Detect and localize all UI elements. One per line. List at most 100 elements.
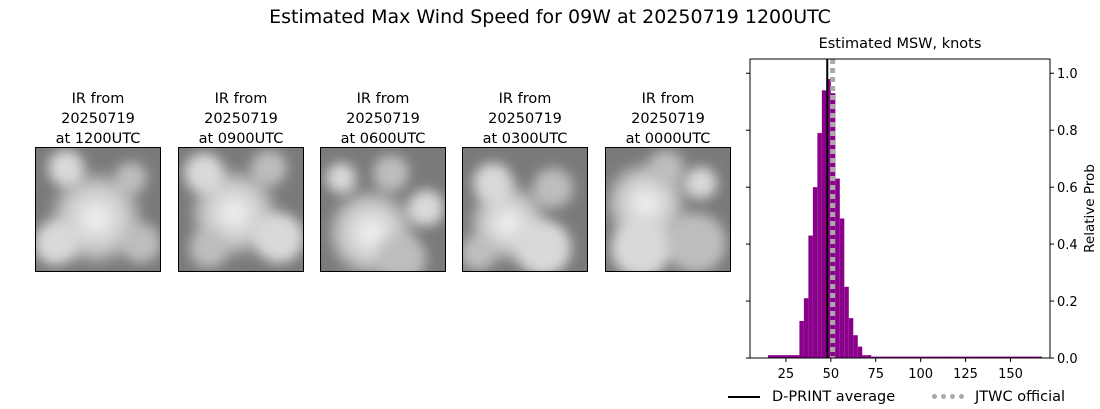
y-tick-label: 0.4 (1057, 238, 1078, 253)
legend-label-jtwc: JTWC official (975, 389, 1066, 405)
ir-caption-line1: IR from (214, 91, 268, 107)
histogram-bar (799, 320, 804, 358)
histogram-bar (781, 355, 786, 358)
y-axis-label: Relative Prob (1082, 164, 1098, 253)
ir-caption-line3: at 0000UTC (625, 131, 711, 147)
histogram-bar (934, 356, 939, 358)
histogram-bar (1010, 356, 1015, 358)
histogram-bar (772, 355, 777, 358)
histogram-bar (767, 355, 773, 358)
legend-label-dprint: D-PRINT average (772, 389, 896, 405)
ir-caption-line3: at 0900UTC (198, 131, 284, 147)
histogram-bar (880, 356, 885, 358)
legend-swatch-dprint (728, 396, 760, 398)
histogram-bar (862, 355, 867, 358)
histogram-bar (776, 355, 782, 358)
ir-caption-line3: at 1200UTC (55, 131, 141, 147)
satellite-ir-image (178, 147, 304, 272)
histogram-bar (889, 356, 894, 358)
histogram-bar (916, 356, 921, 358)
histogram-bar (1037, 356, 1042, 358)
x-tick-label: 50 (823, 367, 840, 382)
plot-frame (749, 58, 1051, 359)
histogram-bar (1019, 356, 1024, 358)
satellite-ir-image (320, 147, 446, 272)
histogram-bar (844, 286, 849, 358)
histogram-bar (907, 356, 912, 358)
histogram-bar (1028, 356, 1033, 358)
histogram-bar (821, 90, 827, 359)
ir-caption: IR from 20250719 at 1200UTC (25, 89, 171, 149)
ir-caption-line2: 20250719 (631, 111, 705, 127)
histogram-bar (866, 355, 872, 358)
histogram-bar (826, 78, 831, 358)
ir-caption-line1: IR from (498, 91, 552, 107)
histogram-bar (785, 355, 791, 358)
histogram-bar (790, 355, 795, 358)
histogram-bar (871, 356, 876, 358)
x-tick-label: 100 (908, 367, 933, 382)
histogram-bar (794, 355, 800, 358)
histogram-bar (1032, 356, 1038, 358)
satellite-ir-image (35, 147, 161, 272)
histogram-bar (974, 356, 980, 358)
ir-caption: IR from 20250719 at 0300UTC (452, 89, 598, 149)
ir-caption-line2: 20250719 (204, 111, 278, 127)
histogram-bar (893, 356, 899, 358)
histogram-bar (988, 356, 993, 358)
legend-swatch-jtwc (932, 394, 964, 399)
x-tick-label: 125 (953, 367, 978, 382)
y-tick-label: 0.0 (1057, 352, 1078, 367)
histogram-bar (961, 356, 966, 358)
ir-caption-line3: at 0300UTC (482, 131, 568, 147)
legend: D-PRINT average JTWC official (722, 386, 1094, 408)
y-tick-label: 1.0 (1057, 67, 1078, 82)
histogram-bar (835, 178, 840, 358)
histogram-bar (808, 235, 813, 358)
histogram-bar (853, 335, 858, 358)
histogram-bar (898, 356, 903, 358)
ir-caption-line2: 20250719 (346, 111, 420, 127)
histogram-bar (979, 356, 984, 358)
histogram-bar (925, 356, 930, 358)
histogram-bar (812, 187, 818, 358)
histogram-bar (929, 356, 935, 358)
histogram-bar (884, 356, 890, 358)
histogram-bar (943, 356, 948, 358)
x-tick-label: 25 (778, 367, 795, 382)
ir-caption: IR from 20250719 at 0600UTC (310, 89, 456, 149)
histogram-bar (1014, 356, 1020, 358)
histogram-bar (817, 133, 822, 358)
x-tick-label: 75 (867, 367, 884, 382)
main-title: Estimated Max Wind Speed for 09W at 2025… (269, 6, 831, 28)
satellite-ir-image (462, 147, 588, 272)
histogram-bar (875, 356, 881, 358)
y-tick-label: 0.8 (1057, 124, 1078, 139)
histogram-bar (1005, 356, 1011, 358)
histogram-bar (848, 318, 854, 358)
histogram-bar (803, 298, 809, 358)
ir-caption: IR from 20250719 at 0900UTC (168, 89, 314, 149)
y-tick-label: 0.6 (1057, 181, 1078, 196)
ir-caption-line2: 20250719 (488, 111, 562, 127)
y-tick-label: 0.2 (1057, 295, 1078, 310)
histogram-bar (920, 356, 926, 358)
ir-caption-line1: IR from (71, 91, 125, 107)
ir-caption-line1: IR from (356, 91, 410, 107)
histogram-bar (902, 356, 908, 358)
histogram-bar (970, 356, 975, 358)
ir-caption-line1: IR from (641, 91, 695, 107)
ir-caption-line2: 20250719 (61, 111, 135, 127)
histogram-bar (965, 356, 971, 358)
histogram-bar (839, 218, 845, 358)
histogram-bar (992, 356, 998, 358)
histogram-bar (983, 356, 989, 358)
ir-caption: IR from 20250719 at 0000UTC (595, 89, 741, 149)
histogram-bar (911, 356, 917, 358)
chart-title: Estimated MSW, knots (818, 36, 982, 52)
histogram-bar (952, 356, 957, 358)
histogram-bar (997, 356, 1002, 358)
x-tick-label: 150 (998, 367, 1023, 382)
histogram-bar (857, 346, 863, 358)
